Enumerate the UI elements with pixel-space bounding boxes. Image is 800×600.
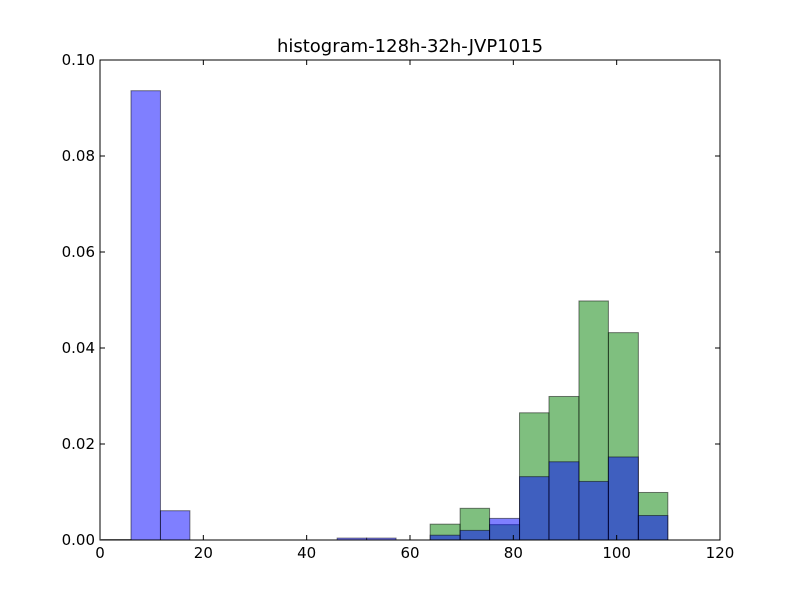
x-tick-label-0: 0	[95, 544, 105, 562]
histogram-bar-series-0-bin-2	[159, 510, 191, 541]
x-tick-label-6: 120	[706, 544, 735, 562]
x-tick-label-2: 40	[297, 544, 316, 562]
y-tick-label-3: 0.06	[62, 243, 95, 261]
x-tick-label-5: 100	[602, 544, 631, 562]
y-tick-label-4: 0.08	[62, 147, 95, 165]
x-tick-label-1: 20	[194, 544, 213, 562]
histogram-bar-series-2-bin-0	[429, 534, 461, 541]
y-tick-label-1: 0.02	[62, 435, 95, 453]
histogram-bar-series-2-bin-1	[459, 529, 491, 541]
histogram-bar-series-0-bin-1	[130, 90, 161, 541]
histogram-bar-series-2-bin-6	[607, 456, 639, 541]
y-tick-label-0: 0.00	[62, 531, 95, 549]
bars-layer	[101, 90, 669, 541]
histogram-bar-series-2-bin-7	[637, 515, 669, 541]
histogram-bar-series-2-bin-4	[548, 461, 580, 541]
histogram-bar-series-2-bin-2	[489, 517, 521, 541]
x-tick-label-4: 80	[504, 544, 523, 562]
y-tick-label-5: 0.10	[62, 51, 95, 69]
ticks-layer: 0 20 40 60 80 100 120 0.00 0.02 0.04 0.06 0.08 0.10	[62, 51, 735, 562]
histogram-bar-series-2-bin-3	[519, 476, 550, 541]
x-tick-label-3: 60	[400, 544, 419, 562]
histogram-bar-series-2-bin-5	[578, 480, 609, 541]
chart-title: histogram-128h-32h-JVP1015	[277, 36, 543, 57]
y-tick-label-2: 0.04	[62, 339, 95, 357]
